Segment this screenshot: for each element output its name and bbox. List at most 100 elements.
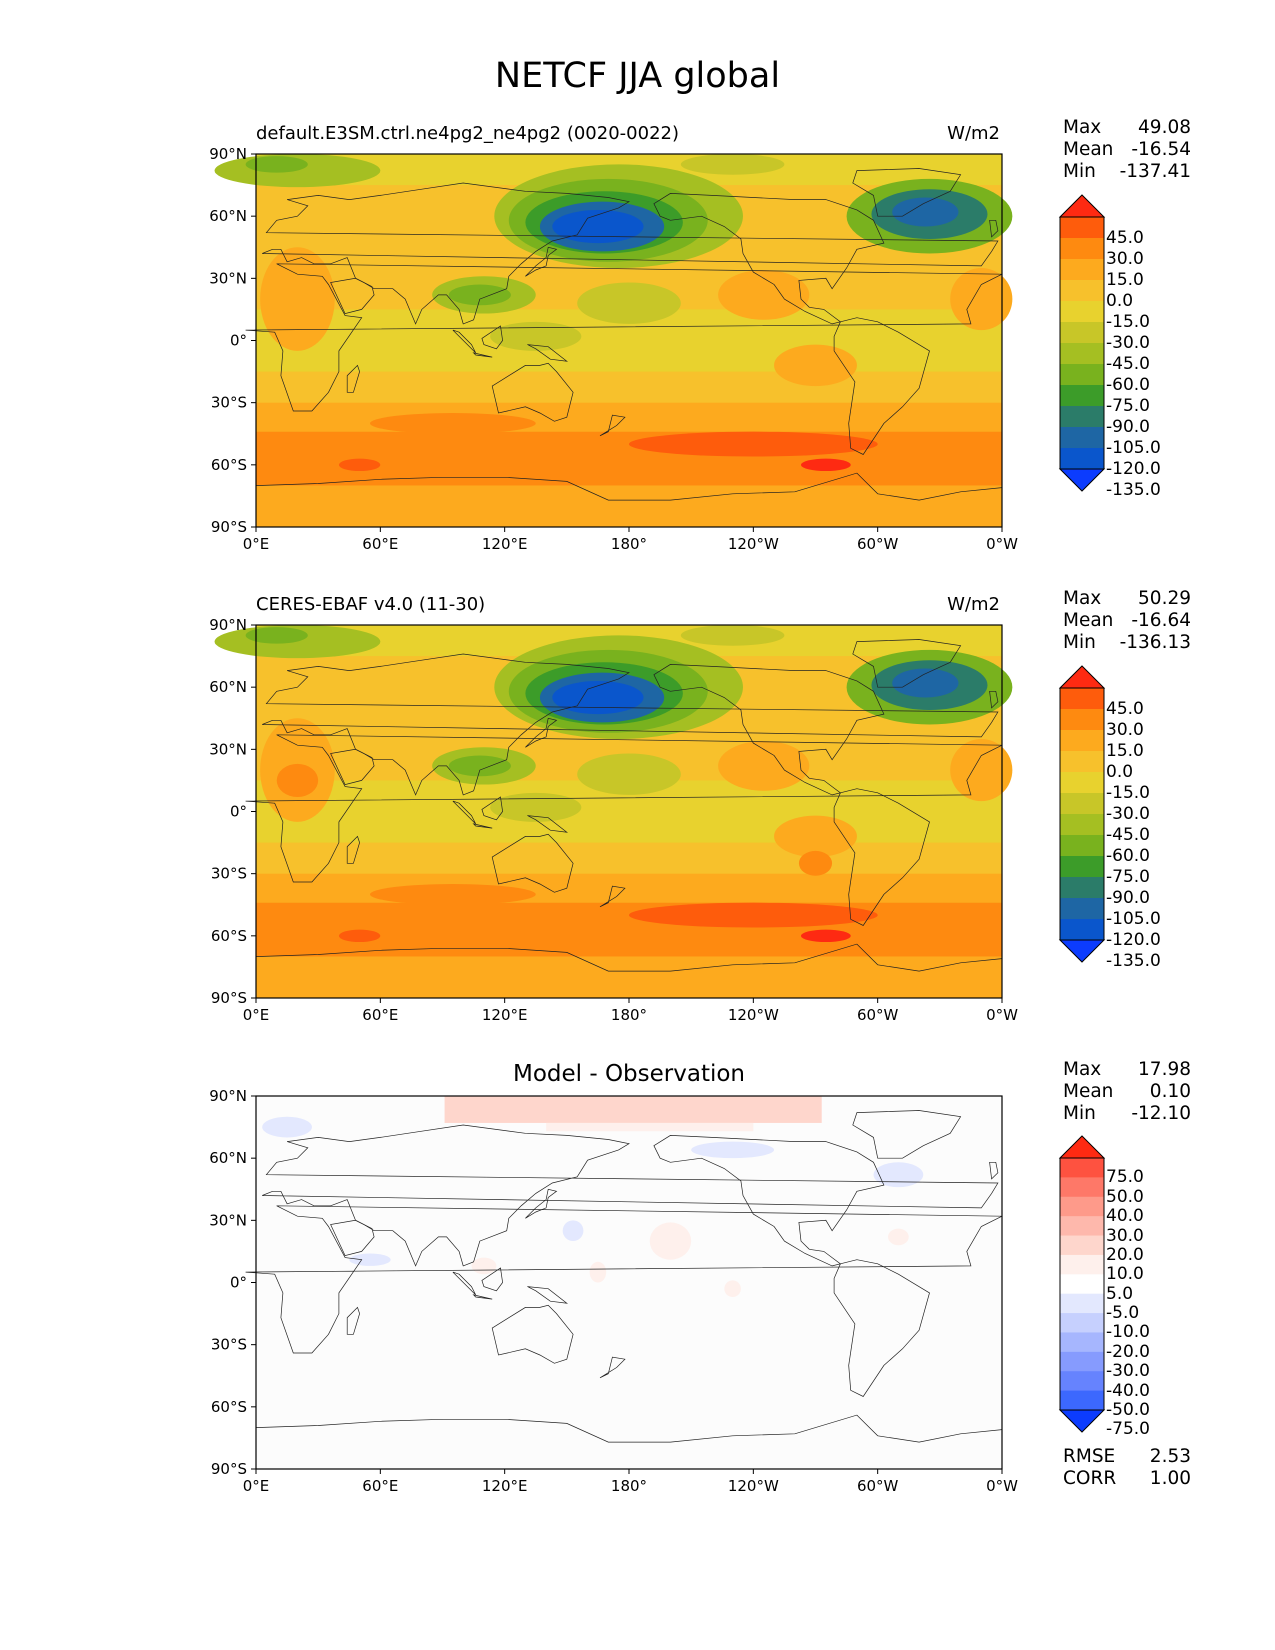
x-tick-label: 180° <box>611 535 647 553</box>
diff-pos-se-pacific <box>724 1280 741 1298</box>
coastline <box>330 1219 375 1257</box>
colorbar-tick-label: -30.0 <box>1106 1361 1150 1382</box>
colorbar-segment <box>1060 1196 1104 1217</box>
diff-background <box>256 1096 1002 1469</box>
colorbar-tick-label: 30.0 <box>1106 249 1144 269</box>
panel1-stats: Max 49.08 Mean -16.54 Min -137.41 <box>1063 117 1191 183</box>
stat-value: -136.13 <box>1119 632 1191 653</box>
stat-label: Min <box>1063 161 1096 182</box>
colorbar-tick-label: -120.0 <box>1106 459 1161 479</box>
stat-value: 50.29 <box>1138 588 1191 609</box>
ne-pacific-orange <box>718 270 810 320</box>
colorbar-segment <box>1060 919 1104 941</box>
x-tick-label: 120°W <box>728 1006 779 1024</box>
southern-band-1 <box>629 431 878 457</box>
coastline <box>852 639 962 688</box>
obs-sahel <box>276 763 319 797</box>
se-pacific-orange <box>774 815 857 858</box>
y-tick-label: 60°N <box>209 207 247 225</box>
stat-label: Max <box>1063 117 1102 138</box>
colorbar-segment <box>1060 751 1104 773</box>
colorbar-tick-label: -50.0 <box>1106 1400 1150 1420</box>
axes: 0°E 60°E 120°E 180° 120°W 60°W 0°W 90°N 60°N 30°N… <box>209 145 1018 553</box>
atlantic-orange <box>950 267 1013 331</box>
diff-arctic-edge <box>546 1122 754 1132</box>
colorbar-segment <box>1060 217 1104 239</box>
y-tick-label: 90°N <box>209 145 247 163</box>
stat-label: Mean <box>1063 139 1114 160</box>
arctic-green-pacific <box>680 154 785 175</box>
colorbar-tick-label: -5.0 <box>1106 1303 1140 1324</box>
colorbar-tick-label: 15.0 <box>1106 741 1144 761</box>
diff-neg-atlantic <box>873 1162 924 1188</box>
x-tick-label: 0°W <box>986 535 1018 553</box>
colorbar-segment <box>1060 814 1104 836</box>
obs-se-pacific <box>798 850 833 876</box>
atlantic-storm-core <box>892 668 959 698</box>
y-tick-label: 30°N <box>209 740 247 758</box>
colorbar-tick-label: -60.0 <box>1106 375 1150 395</box>
coastline <box>245 263 1003 412</box>
se-pacific-orange <box>774 344 857 387</box>
y-tick-label: 60°N <box>209 678 247 696</box>
colorbar-tick-label: -90.0 <box>1106 417 1150 437</box>
coastline <box>525 717 558 748</box>
colorbar-segment <box>1060 1332 1104 1353</box>
colorbar-tick-label: -75.0 <box>1106 1419 1150 1440</box>
colorbar-segment <box>1060 1293 1104 1314</box>
colorbar-tick-label: -105.0 <box>1106 438 1161 458</box>
ne-pacific-orange <box>718 741 810 791</box>
colorbar-frame <box>1059 1157 1105 1411</box>
coastline <box>452 1271 477 1296</box>
y-tick-label: 60°S <box>211 456 247 474</box>
coastline <box>833 317 930 455</box>
stat-value: 17.98 <box>1138 1059 1191 1080</box>
colorbar-segment <box>1060 793 1104 815</box>
x-tick-label: 60°W <box>857 1477 899 1495</box>
panel1-units: W/m2 <box>947 123 1000 144</box>
coastline <box>852 168 962 217</box>
colorbar-segment <box>1060 406 1104 428</box>
coastline <box>833 788 930 926</box>
colorbar-tick-label: 45.0 <box>1106 699 1144 719</box>
colorbar-tick-label: 30.0 <box>1106 720 1144 740</box>
coastline <box>472 352 493 358</box>
coastline <box>852 1110 962 1159</box>
x-tick-label: 180° <box>611 1006 647 1024</box>
y-tick-label: 30°S <box>211 394 247 412</box>
colorbar-segment <box>1060 877 1104 899</box>
x-tick-label: 120°E <box>482 1006 528 1024</box>
colorbar-segment <box>1060 835 1104 857</box>
colorbar-frame <box>1059 687 1105 941</box>
colorbar-min-extension <box>1058 1409 1106 1433</box>
x-tick-label: 0°E <box>243 1006 270 1024</box>
colorbar-tick-label: 75.0 <box>1106 1167 1144 1188</box>
colorbar-segment <box>1060 343 1104 365</box>
axes: 0°E 60°E 120°E 180° 120°W 60°W 0°W 90°N 60°N 30°N… <box>209 616 1018 1024</box>
arctic-green-core <box>245 627 308 644</box>
colorbar-tick-label: -10.0 <box>1106 1322 1150 1343</box>
coastline <box>262 182 999 325</box>
drake-red <box>800 929 851 943</box>
panel1-title-left: default.E3SM.ctrl.ne4pg2_ne4pg2 (0020-00… <box>256 123 679 144</box>
band-southern-ocean <box>256 902 1002 957</box>
panel1-map: 0°E 60°E 120°E 180° 120°W 60°W 0°W 90°N 60°N 30°N… <box>209 145 1018 553</box>
colorbar-segment <box>1060 1158 1104 1178</box>
stat-label: Max <box>1063 588 1102 609</box>
diff-pos-equator <box>589 1261 607 1283</box>
colorbar-tick-label: -75.0 <box>1106 396 1150 416</box>
band-antarctica <box>256 485 1002 527</box>
coastline <box>653 664 885 796</box>
panel2-stats: Max 50.29 Mean -16.64 Min -136.13 <box>1063 588 1191 654</box>
coastline <box>599 1356 626 1379</box>
stat-value: -12.10 <box>1131 1103 1191 1124</box>
coastline <box>527 815 569 833</box>
coastline <box>245 734 1003 883</box>
x-tick-label: 0°E <box>243 1477 270 1495</box>
panel3-stats: Max 17.98 Mean 0.10 Min -12.10 <box>1063 1059 1191 1125</box>
x-tick-label: 60°E <box>362 1006 398 1024</box>
x-tick-label: 60°W <box>857 1006 899 1024</box>
colorbar-tick-label: -75.0 <box>1106 867 1150 887</box>
x-tick-label: 0°E <box>243 535 270 553</box>
coastline <box>491 833 574 893</box>
